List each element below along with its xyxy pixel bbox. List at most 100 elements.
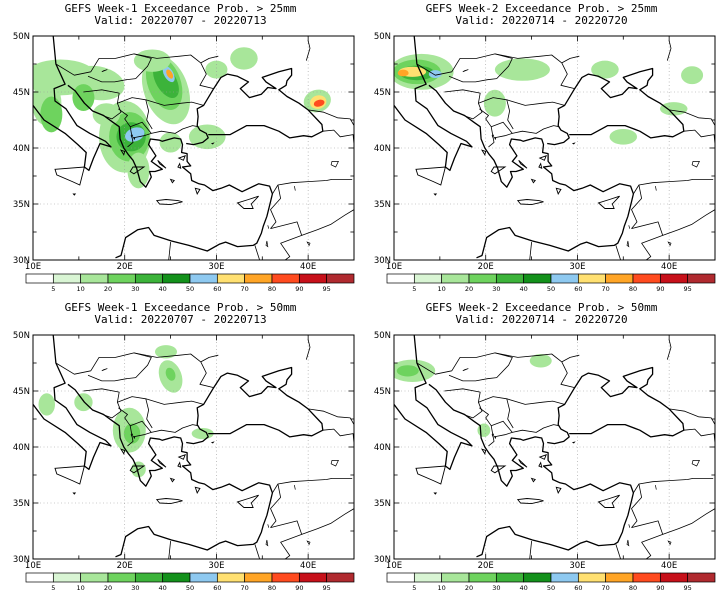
colorbar-swatch <box>605 572 634 583</box>
colorbar-label: 60 <box>574 584 582 592</box>
country-border <box>631 483 643 528</box>
country-border <box>561 55 580 64</box>
colorbar-swatch <box>244 572 273 583</box>
longitude-label: 30E <box>569 262 585 272</box>
colorbar: 5 10 20 30 40 50 60 70 80 90 95 <box>25 572 355 592</box>
map-content <box>394 36 715 260</box>
colorbar-label: 30 <box>131 285 139 293</box>
colorbar-label: 60 <box>213 285 221 293</box>
longitude-label: 20E <box>478 262 494 272</box>
colorbar-swatch <box>386 273 415 284</box>
probability-contour <box>483 89 506 117</box>
island <box>555 486 562 494</box>
probability-contour <box>659 102 688 116</box>
lake <box>667 241 672 247</box>
lake <box>294 186 296 191</box>
country-border <box>322 129 354 145</box>
country-border <box>669 408 715 425</box>
colorbar-label: 20 <box>104 584 112 592</box>
island <box>194 187 201 195</box>
country-border <box>666 40 672 61</box>
probability-contour <box>205 60 228 79</box>
latitude-label: 30N <box>13 256 30 266</box>
colorbar-swatch <box>413 572 443 583</box>
island <box>516 498 544 505</box>
colorbar-swatch <box>189 572 218 583</box>
island <box>157 458 167 468</box>
colorbar-label: 40 <box>159 285 167 293</box>
country-border <box>308 109 354 126</box>
country-border <box>529 242 532 260</box>
coastline <box>394 335 473 471</box>
country-border <box>117 396 153 429</box>
map-content <box>394 335 715 559</box>
island <box>433 492 438 495</box>
colorbar-swatch <box>107 273 136 284</box>
island <box>119 448 126 455</box>
lake <box>491 134 494 140</box>
latitude-label: 40N <box>13 144 30 154</box>
colorbar-label: 30 <box>131 584 139 592</box>
lake <box>571 441 576 444</box>
colorbar-swatch <box>550 273 579 284</box>
colorbar-swatch <box>326 273 355 284</box>
lake <box>628 225 631 229</box>
latitude-label: 40N <box>13 443 30 453</box>
country-border <box>416 352 513 382</box>
colorbar-swatch <box>605 273 634 284</box>
lake <box>130 134 133 140</box>
lake <box>294 485 296 490</box>
lake <box>462 368 469 372</box>
lake <box>494 136 497 140</box>
island <box>72 193 77 196</box>
lake <box>130 433 133 439</box>
lake <box>133 435 136 439</box>
island <box>129 465 146 474</box>
lake <box>101 69 108 73</box>
island <box>538 162 543 169</box>
latitude-label: 45N <box>13 88 30 98</box>
island <box>54 166 85 186</box>
country-border <box>254 245 261 260</box>
country-border <box>168 242 171 260</box>
longitude-label: 10E <box>386 262 402 272</box>
island <box>169 178 175 184</box>
colorbar-label: 90 <box>656 285 664 293</box>
island <box>177 461 182 468</box>
country-border <box>669 109 715 126</box>
panel-week2-25mm: GEFS Week-2 Exceedance Prob. > 25mm Vali… <box>361 0 722 299</box>
colorbar-label: 95 <box>684 584 692 592</box>
latitude-label: 35N <box>13 200 30 210</box>
colorbar-label: 10 <box>77 584 85 592</box>
latitude-label: 40N <box>374 144 391 154</box>
coastline <box>428 383 635 558</box>
island <box>480 149 487 156</box>
island <box>597 494 620 508</box>
lake <box>491 433 494 439</box>
latitude-label: 45N <box>13 387 30 397</box>
probability-contour <box>428 70 442 78</box>
latitude-label: 30N <box>374 256 391 266</box>
colorbar-label: 60 <box>213 584 221 592</box>
colorbar-swatch <box>80 572 109 583</box>
island <box>54 465 85 485</box>
island <box>538 461 543 468</box>
country-border <box>301 209 354 236</box>
coastline <box>428 84 635 259</box>
probability-contour <box>494 58 550 81</box>
country-border <box>270 221 303 260</box>
colorbar-swatch <box>298 273 328 284</box>
latitude-label: 30N <box>374 555 391 565</box>
colorbar-swatch <box>632 572 661 583</box>
panel-title: GEFS Week-1 Exceedance Prob. > 50mm <box>64 301 297 314</box>
country-border <box>322 428 354 444</box>
country-border <box>200 55 219 64</box>
country-border <box>478 97 514 130</box>
country-border <box>491 420 513 438</box>
colorbar-swatch <box>687 572 716 583</box>
country-border <box>254 544 261 559</box>
panel-valid-dates: Valid: 20220714 - 20220720 <box>455 14 628 27</box>
country-border <box>506 398 565 405</box>
